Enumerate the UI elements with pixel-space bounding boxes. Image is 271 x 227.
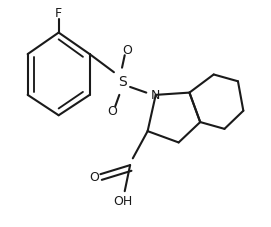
Text: O: O [89, 170, 99, 183]
Text: O: O [122, 44, 132, 57]
Text: OH: OH [114, 194, 133, 207]
Text: N: N [151, 89, 160, 102]
Text: F: F [55, 7, 62, 20]
Text: S: S [118, 75, 126, 89]
Text: O: O [108, 105, 118, 118]
